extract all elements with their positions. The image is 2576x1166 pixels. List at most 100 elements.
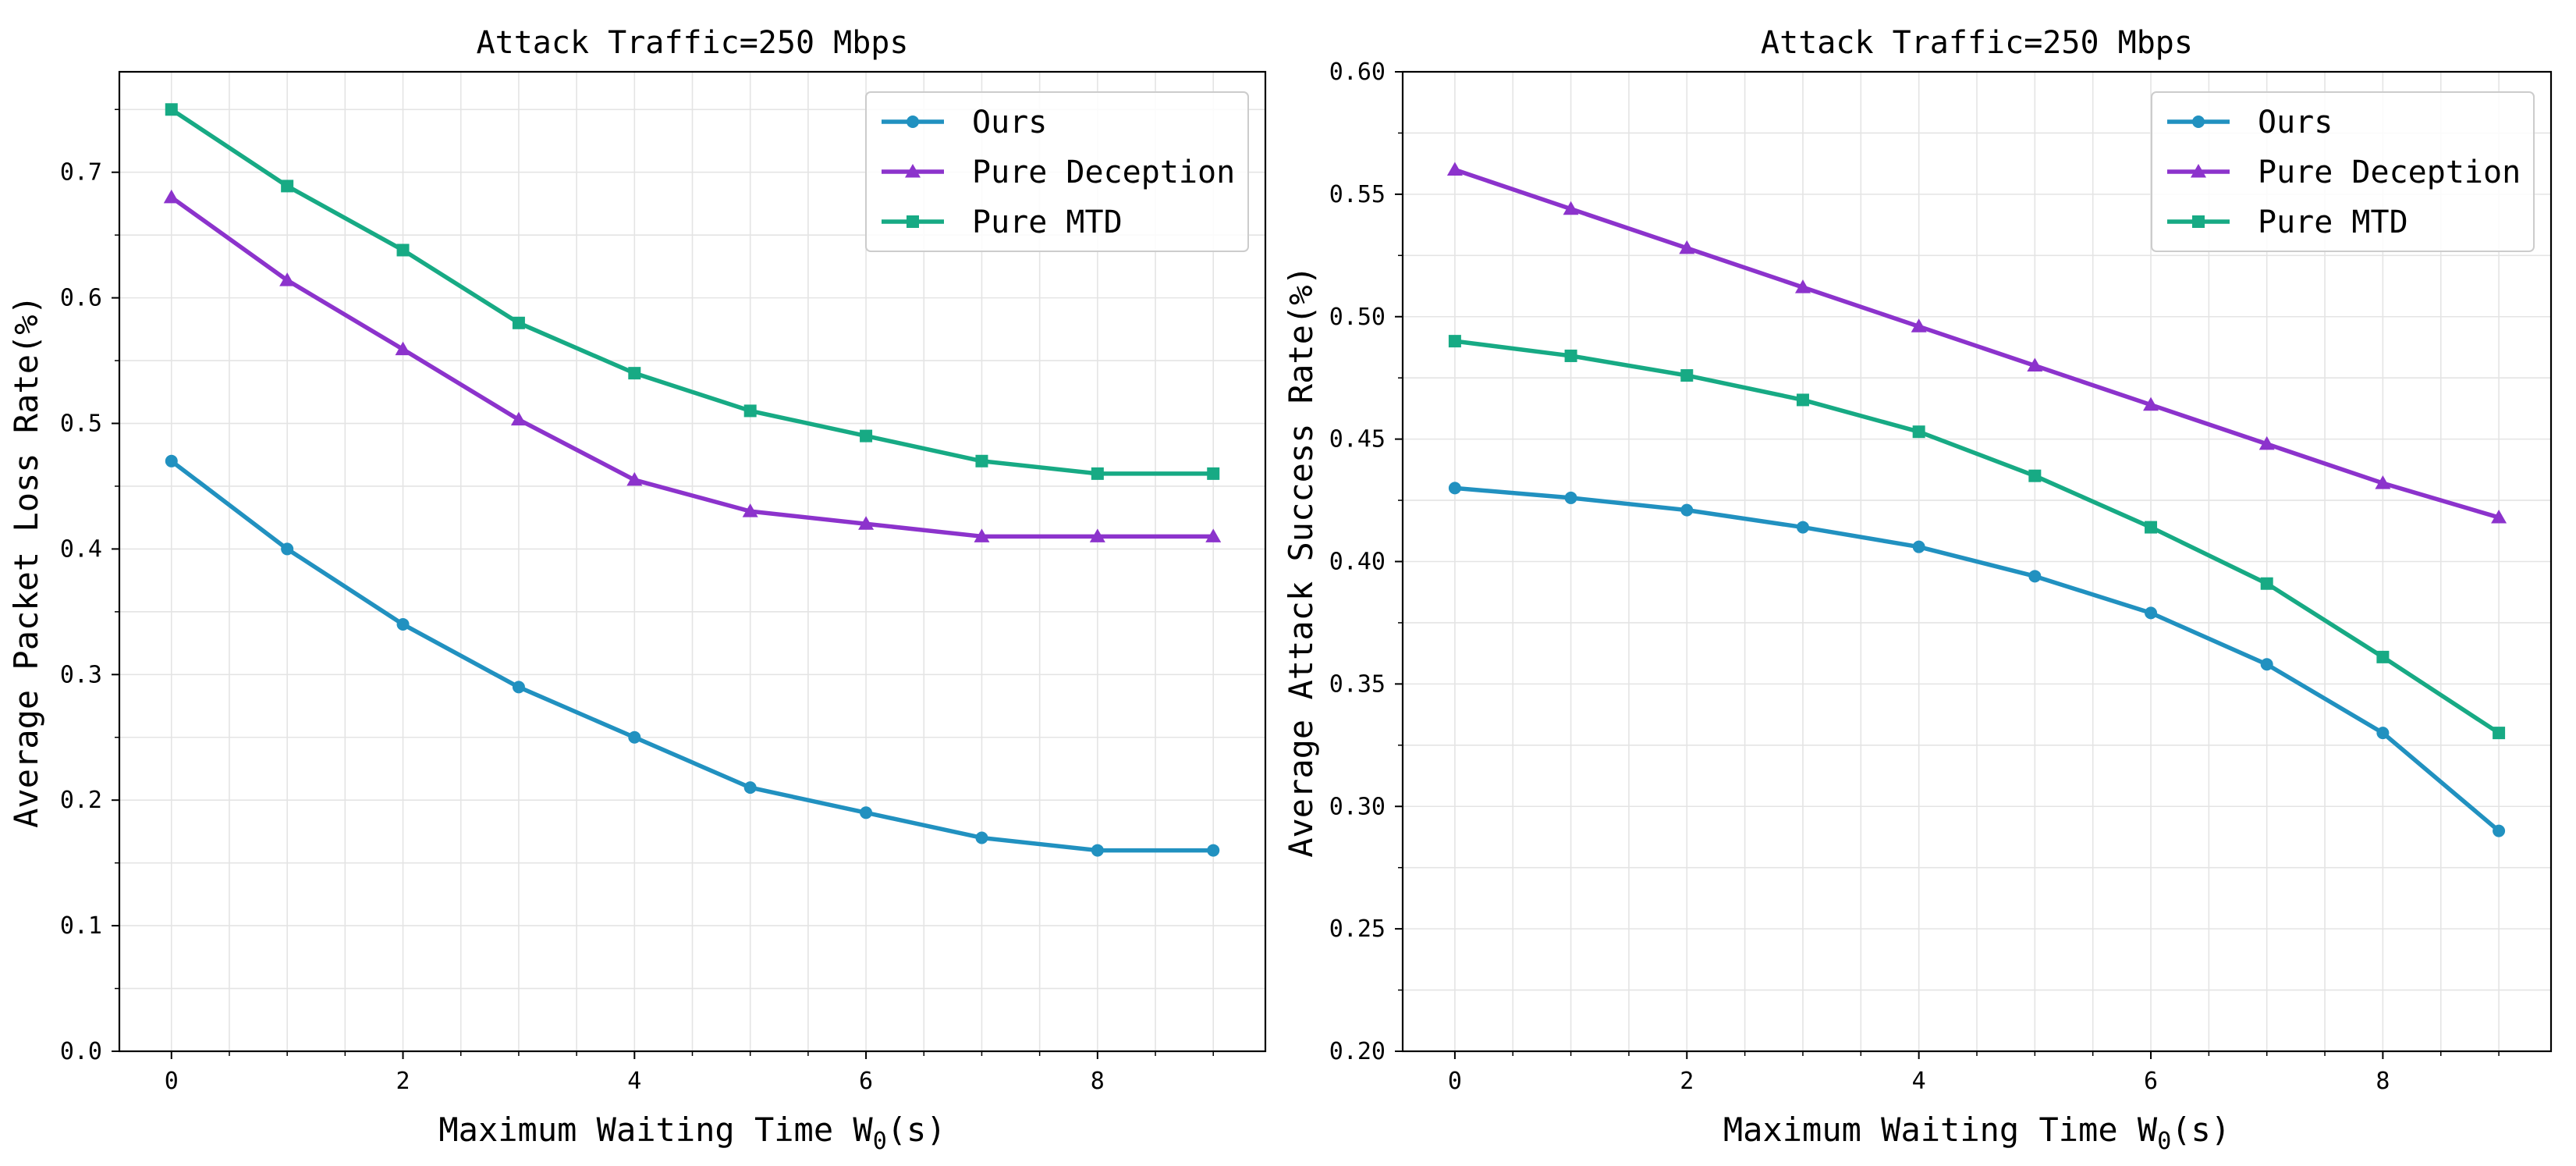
data-point	[2260, 658, 2273, 671]
data-point	[2376, 650, 2390, 663]
y-tick-label: 0.0	[60, 1038, 102, 1065]
legend-label: Ours	[2258, 105, 2333, 140]
series-pure-mtd	[165, 103, 1220, 480]
data-point	[2028, 570, 2042, 583]
x-tick-label: 4	[1912, 1068, 1926, 1095]
y-axis-label: Average Packet Loss Rate(%)	[7, 295, 45, 828]
data-point	[2491, 510, 2507, 524]
y-tick-label: 0.2	[60, 787, 102, 814]
legend-label: Ours	[972, 105, 1047, 140]
data-point	[1089, 528, 1105, 542]
data-point	[2143, 396, 2159, 411]
data-point	[281, 180, 294, 193]
grid	[119, 72, 1265, 1052]
y-tick-label: 0.55	[1329, 181, 1386, 208]
data-point	[395, 341, 411, 356]
chart-title: Attack Traffic=250 Mbps	[477, 25, 909, 61]
legend-marker	[2191, 164, 2206, 178]
x-axis-label-subscript: 0	[2157, 1128, 2171, 1155]
chart-title: Attack Traffic=250 Mbps	[1761, 25, 2193, 61]
data-point	[743, 781, 757, 795]
y-tick-label: 0.30	[1329, 793, 1386, 820]
data-point	[860, 429, 873, 443]
data-point	[2493, 727, 2506, 740]
data-point	[2258, 435, 2275, 450]
series-line	[170, 195, 1214, 539]
x-tick-label: 8	[1091, 1068, 1105, 1095]
legend-marker	[907, 215, 919, 228]
data-point	[163, 189, 179, 204]
series-ours	[1448, 482, 2506, 837]
legend-marker	[2192, 116, 2205, 128]
y-tick-label: 0.50	[1329, 304, 1386, 331]
y-tick-label: 0.1	[60, 912, 102, 940]
data-point	[742, 503, 758, 517]
series-pure-deception	[1446, 162, 2507, 524]
x-axis-label: Maximum Waiting Time W0(s)	[438, 1111, 946, 1155]
series-line	[1454, 339, 2500, 735]
y-tick-label: 0.4	[60, 535, 102, 563]
x-tick-label: 4	[627, 1068, 641, 1095]
data-point	[2376, 727, 2390, 740]
legend-marker	[907, 116, 919, 128]
data-point	[1912, 425, 1925, 439]
series-pure-deception	[163, 189, 1222, 542]
x-axis-label-main: Maximum Waiting Time W	[438, 1111, 873, 1149]
data-point	[858, 516, 875, 530]
data-point	[1564, 349, 1577, 362]
data-point	[396, 617, 410, 631]
y-tick-label: 0.3	[60, 661, 102, 688]
data-point	[1680, 369, 1694, 382]
legend: Ours Pure Deception Pure MTD	[865, 91, 1249, 252]
data-point	[396, 244, 410, 257]
series-line	[170, 107, 1214, 476]
y-tick-label: 0.45	[1329, 426, 1386, 453]
chart-panel-1: 0 2 4 6 8 0.0 0.1 0.2 0.3 0.4 0.5 0.6 0.7 Attack Traf…	[7, 25, 1267, 1155]
y-tick-label: 0.60	[1329, 59, 1386, 86]
data-point	[2260, 577, 2273, 590]
data-point	[975, 831, 988, 844]
data-point	[279, 272, 296, 286]
legend-label: Pure Deception	[972, 155, 1235, 190]
x-tick-label: 6	[859, 1068, 873, 1095]
data-point	[975, 454, 988, 467]
data-point	[512, 316, 525, 329]
legend: Ours Pure Deception Pure MTD	[2151, 91, 2535, 252]
data-point	[1446, 162, 1463, 176]
legend-box	[865, 91, 1249, 252]
data-point	[1564, 491, 1577, 504]
data-point	[2375, 475, 2391, 489]
y-tick-label: 0.6	[60, 285, 102, 312]
data-point	[1207, 844, 1220, 857]
data-point	[1679, 240, 1695, 254]
data-point	[1911, 318, 1927, 332]
data-point	[512, 681, 525, 694]
y-tick-label: 0.5	[60, 411, 102, 438]
data-point	[743, 404, 757, 418]
legend-label: Pure Deception	[2258, 155, 2521, 190]
data-point	[628, 367, 641, 380]
data-point	[1091, 467, 1104, 480]
x-axis-label-main: Maximum Waiting Time W	[1723, 1111, 2158, 1149]
data-point	[1448, 482, 1461, 495]
legend-label: Pure MTD	[972, 204, 1123, 240]
x-axis-label-unit: (s)	[887, 1111, 946, 1149]
data-point	[974, 528, 990, 542]
series-line	[170, 459, 1214, 853]
data-point	[1448, 335, 1461, 348]
data-point	[510, 411, 527, 426]
data-point	[1680, 503, 1694, 517]
data-point	[1205, 528, 1222, 542]
data-point	[628, 731, 641, 744]
data-point	[2145, 606, 2158, 620]
data-point	[281, 542, 294, 556]
chart-panel-2: 0 2 4 6 8 0.20 0.25 0.30 0.35 0.40 0.45 0.50 0.55 0.6…	[1282, 25, 2553, 1155]
x-axis-label-subscript: 0	[873, 1128, 887, 1155]
legend-marker	[2192, 215, 2205, 228]
data-point	[1912, 540, 1925, 553]
data-point	[1563, 201, 1579, 215]
data-point	[1796, 393, 1809, 407]
x-tick-label: 6	[2144, 1068, 2158, 1095]
data-point	[860, 806, 873, 819]
data-point	[1091, 844, 1104, 857]
